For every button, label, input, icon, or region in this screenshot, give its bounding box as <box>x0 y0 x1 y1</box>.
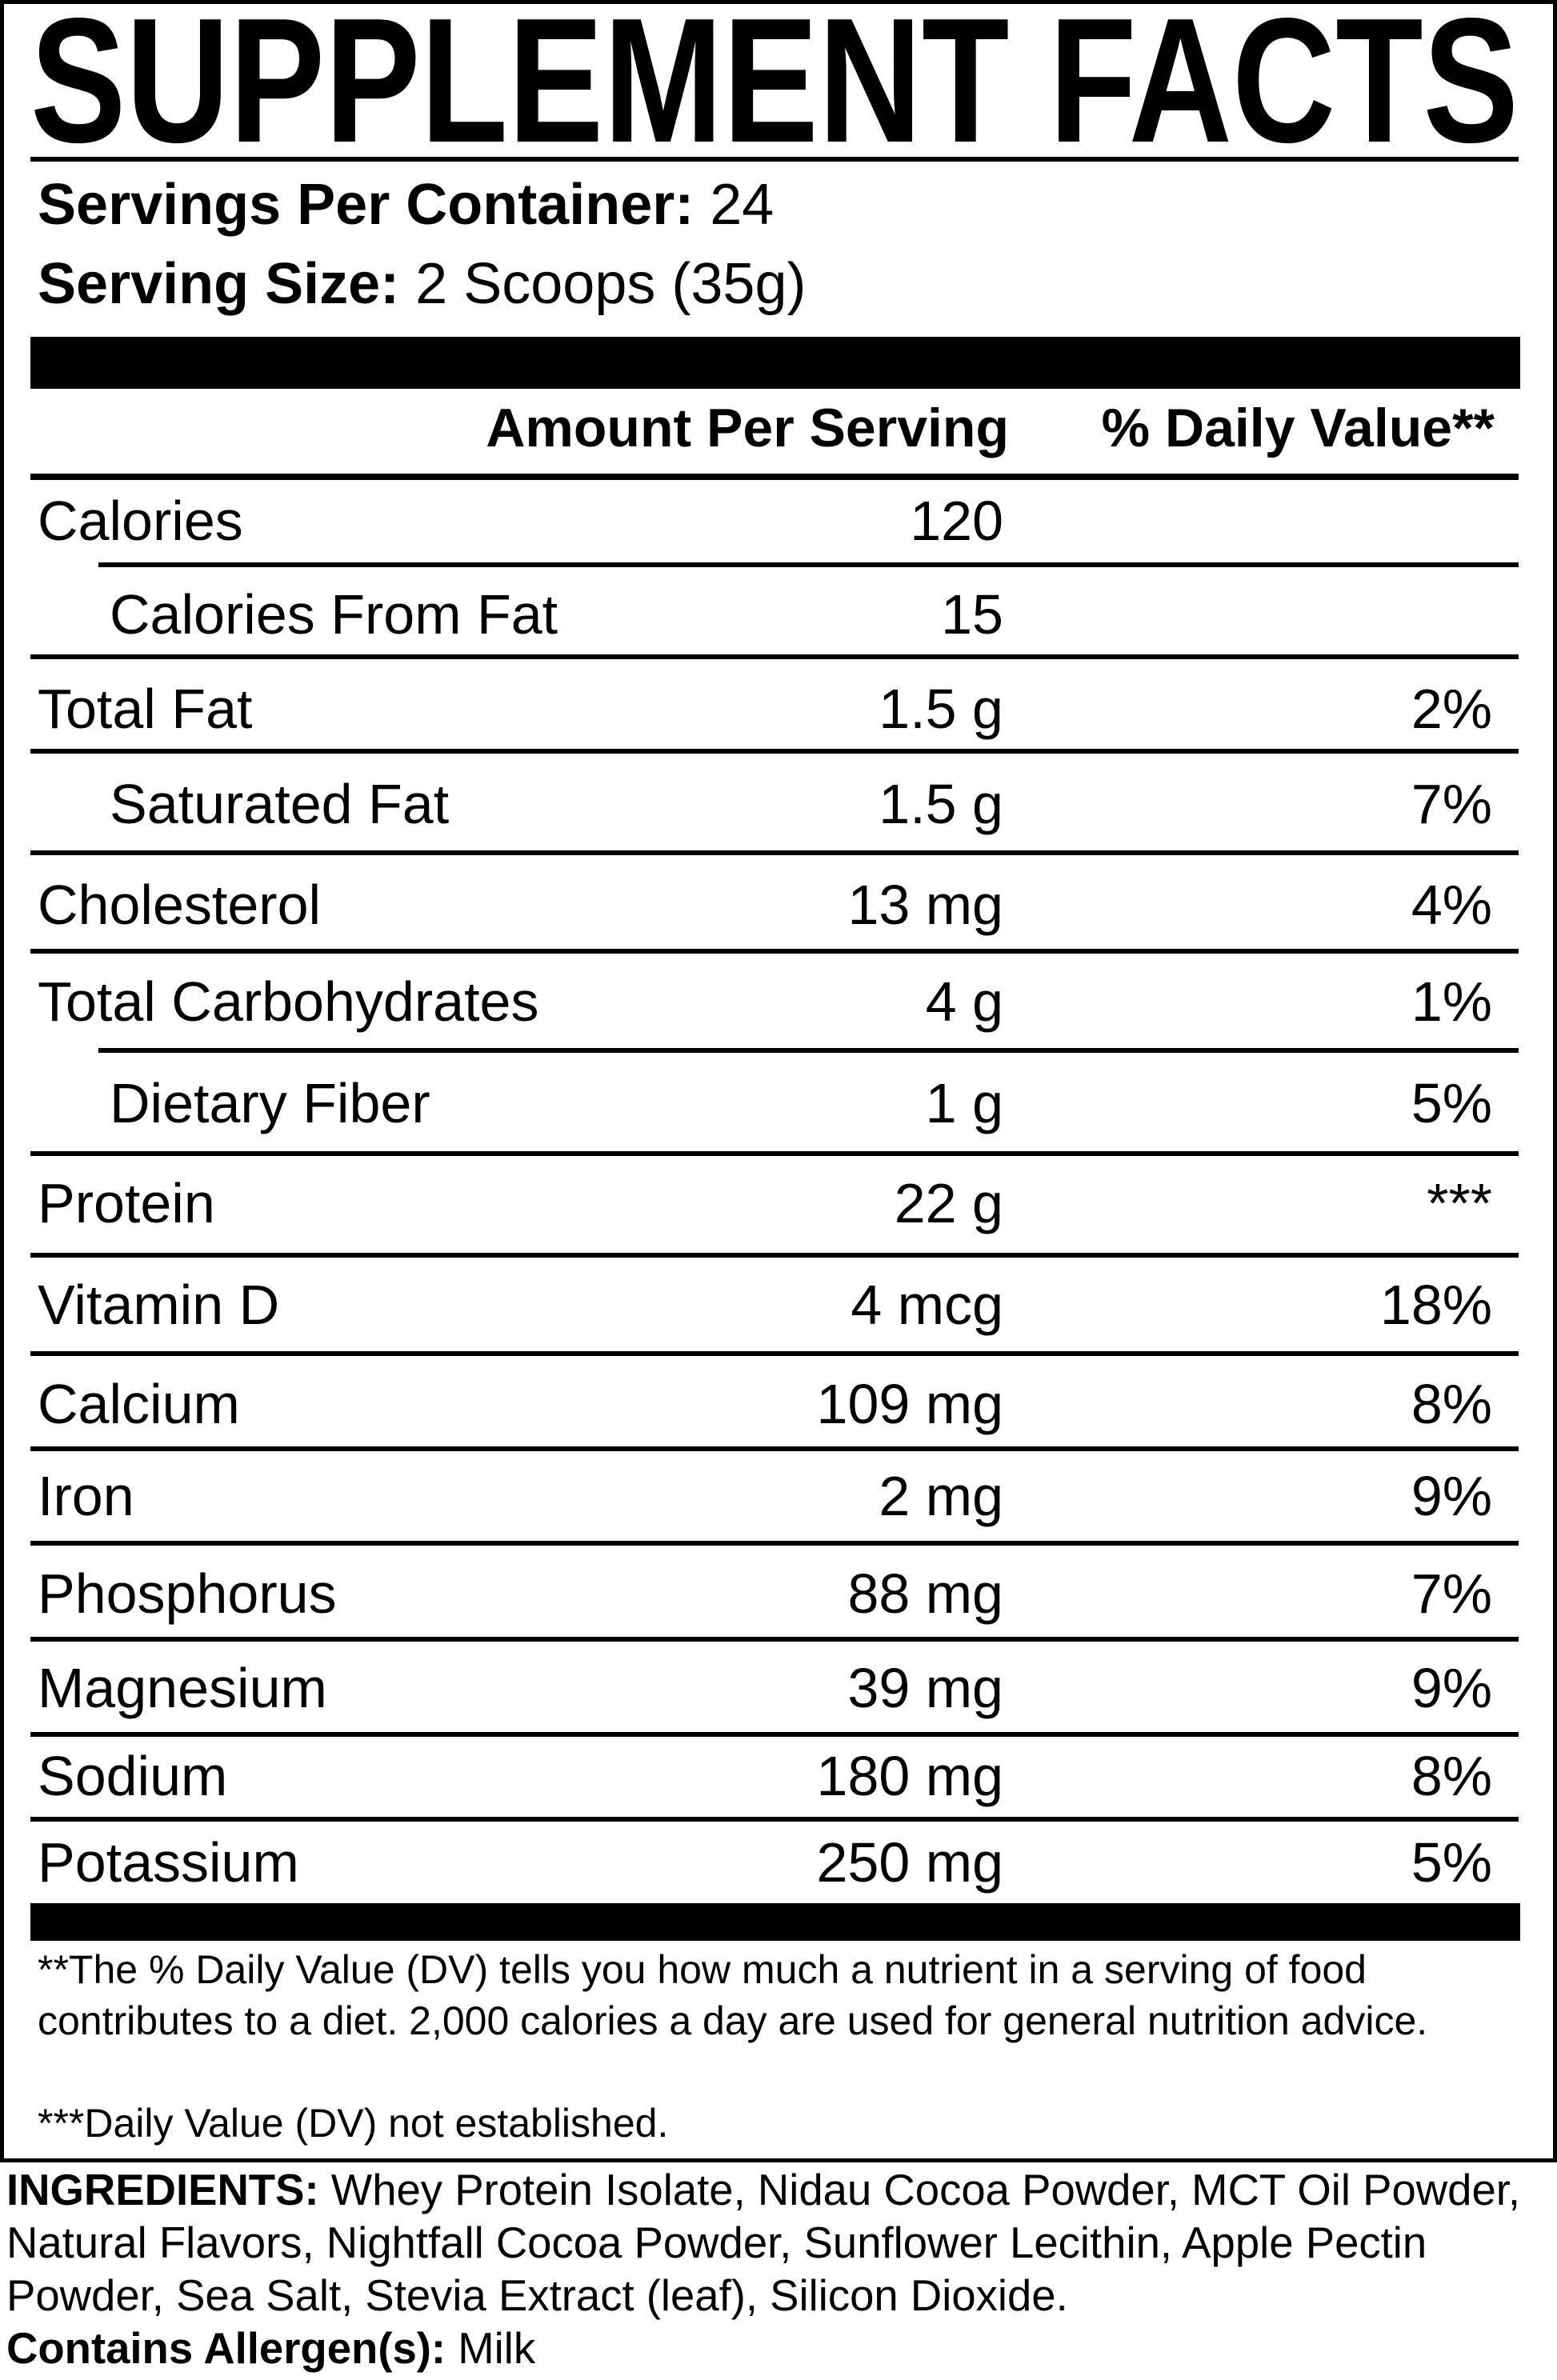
panel-title: SUPPLEMENT FACTS <box>30 11 1520 147</box>
nutrient-name: Total Fat <box>38 678 253 740</box>
row-divider <box>30 1637 1519 1642</box>
servings-per-container: Servings Per Container: 24 <box>38 173 774 237</box>
nutrient-name: Vitamin D <box>38 1274 280 1336</box>
nutrient-amount: 120 <box>910 490 1003 552</box>
nutrient-amount: 2 mg <box>879 1465 1003 1527</box>
nutrient-name: Protein <box>38 1172 215 1234</box>
footnote-not-established: ***Daily Value (DV) not established. <box>38 2101 669 2146</box>
servings-per-container-label: Servings Per Container: <box>38 173 694 237</box>
supplement-facts-panel <box>0 0 1557 2162</box>
nutrient-name: Calcium <box>38 1373 240 1435</box>
thick-bar-bottom <box>30 1903 1520 1941</box>
ingredients-section: INGREDIENTS: Whey Protein Isolate, Nidau… <box>6 2164 1555 2375</box>
servings-per-container-value: 24 <box>710 173 774 237</box>
row-divider <box>30 1446 1519 1451</box>
nutrient-amount: 22 g <box>894 1172 1003 1234</box>
nutrient-amount: 180 mg <box>816 1745 1003 1807</box>
ingredients-label: INGREDIENTS: <box>6 2166 319 2214</box>
nutrient-daily-value: 9% <box>1411 1657 1492 1719</box>
nutrient-name: Magnesium <box>38 1657 327 1719</box>
nutrient-daily-value: 8% <box>1411 1373 1492 1435</box>
nutrient-amount: 1.5 g <box>879 773 1003 835</box>
nutrient-daily-value: 7% <box>1411 773 1492 835</box>
nutrient-name: Phosphorus <box>38 1562 337 1625</box>
row-divider <box>30 749 1519 754</box>
title-text: SUPPLEMENT FACTS <box>30 11 1519 147</box>
nutrient-amount: 1 g <box>925 1072 1003 1134</box>
allergen-value: Milk <box>446 2324 536 2373</box>
nutrient-daily-value: 2% <box>1411 678 1492 740</box>
nutrient-amount: 13 mg <box>847 874 1003 936</box>
nutrient-daily-value: 4% <box>1411 874 1492 936</box>
title-divider <box>30 157 1519 162</box>
nutrient-daily-value: *** <box>1427 1172 1492 1234</box>
row-divider <box>30 1151 1519 1156</box>
header-daily-value: % Daily Value** <box>1101 398 1495 458</box>
nutrient-amount: 250 mg <box>816 1831 1003 1894</box>
nutrient-daily-value: 9% <box>1411 1465 1492 1527</box>
serving-size: Serving Size: 2 Scoops (35g) <box>38 252 806 316</box>
nutrient-amount: 109 mg <box>816 1373 1003 1435</box>
row-divider <box>98 562 1519 567</box>
row-divider <box>30 654 1519 659</box>
nutrient-daily-value: 5% <box>1411 1072 1492 1134</box>
nutrient-amount: 15 <box>941 583 1003 646</box>
nutrient-amount: 4 mcg <box>851 1274 1003 1336</box>
nutrient-amount: 4 g <box>925 970 1003 1033</box>
row-divider <box>98 1048 1519 1053</box>
ingredients-list: Whey Protein Isolate, Nidau Cocoa Powder… <box>6 2166 1521 2320</box>
nutrient-name: Total Carbohydrates <box>38 970 539 1033</box>
nutrient-amount: 1.5 g <box>879 678 1003 740</box>
nutrient-daily-value: 1% <box>1411 970 1492 1033</box>
nutrient-name: Iron <box>38 1465 134 1527</box>
row-divider <box>30 949 1519 954</box>
nutrient-name: Potassium <box>38 1831 299 1894</box>
thick-bar-top <box>30 337 1520 389</box>
nutrient-name: Calories <box>38 490 243 552</box>
footnote-daily-value: **The % Daily Value (DV) tells you how m… <box>38 1947 1428 2043</box>
nutrient-daily-value: 8% <box>1411 1745 1492 1807</box>
nutrient-name: Sodium <box>38 1745 228 1807</box>
serving-size-label: Serving Size: <box>38 252 400 316</box>
nutrient-daily-value: 7% <box>1411 1562 1492 1625</box>
nutrient-daily-value: 18% <box>1379 1274 1492 1336</box>
nutrient-name: Saturated Fat <box>110 773 450 835</box>
row-divider <box>30 1817 1519 1822</box>
row-divider <box>30 1351 1519 1356</box>
row-divider <box>30 850 1519 855</box>
header-amount-per-serving: Amount Per Serving <box>486 398 1009 458</box>
row-divider <box>30 1541 1519 1546</box>
row-divider <box>30 1253 1519 1258</box>
header-divider <box>30 474 1519 480</box>
nutrient-daily-value: 5% <box>1411 1831 1492 1894</box>
row-divider <box>30 1732 1519 1737</box>
nutrient-name: Dietary Fiber <box>110 1072 430 1134</box>
nutrient-name: Cholesterol <box>38 874 322 936</box>
nutrient-name: Calories From Fat <box>110 583 558 646</box>
nutrient-amount: 39 mg <box>847 1657 1003 1719</box>
nutrient-amount: 88 mg <box>847 1562 1003 1625</box>
serving-size-value: 2 Scoops (35g) <box>415 252 807 316</box>
allergen-label: Contains Allergen(s): <box>6 2324 446 2373</box>
